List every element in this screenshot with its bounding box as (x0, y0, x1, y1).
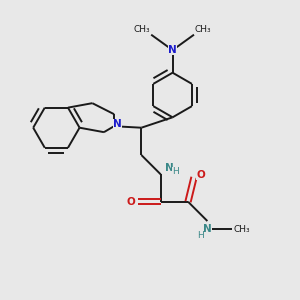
Text: CH₃: CH₃ (234, 225, 250, 234)
Text: H: H (172, 167, 179, 176)
Text: CH₃: CH₃ (134, 25, 151, 34)
Text: N: N (165, 163, 173, 173)
Text: N: N (113, 119, 122, 129)
Text: O: O (127, 197, 135, 207)
Text: H: H (197, 231, 204, 240)
Text: O: O (196, 170, 205, 180)
Text: N: N (203, 224, 212, 234)
Text: N: N (168, 45, 177, 55)
Text: CH₃: CH₃ (195, 25, 211, 34)
